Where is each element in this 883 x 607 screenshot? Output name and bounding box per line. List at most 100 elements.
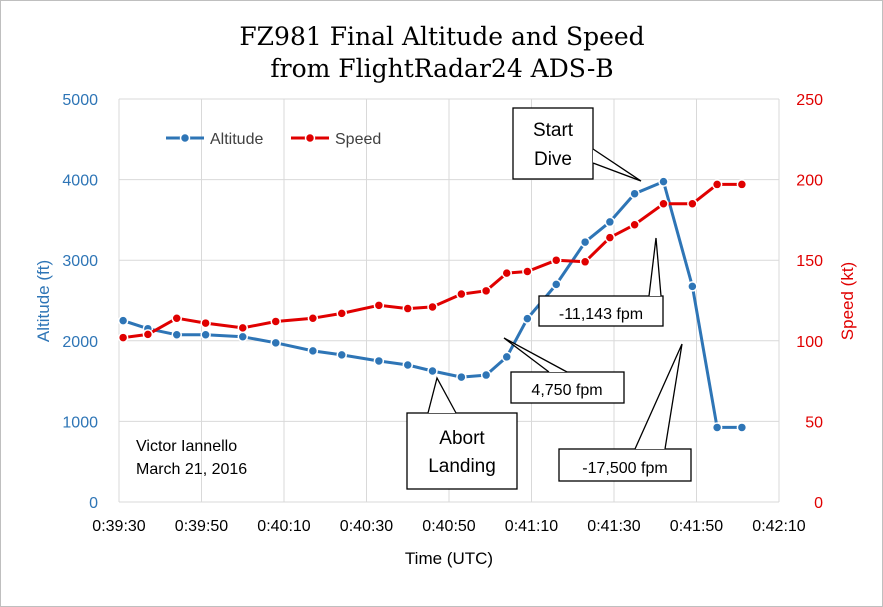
altitude-point bbox=[237, 331, 248, 343]
altitude-point bbox=[736, 422, 748, 433]
speed-point bbox=[270, 316, 281, 327]
speed-point bbox=[711, 179, 723, 190]
altitude-series bbox=[117, 176, 748, 433]
y-right-tick-label: 200 bbox=[796, 173, 823, 190]
altitude-point bbox=[270, 337, 281, 349]
start-dive-callout-box bbox=[512, 107, 594, 180]
altitude-point bbox=[336, 349, 347, 361]
speed-point bbox=[200, 317, 211, 329]
altitude-point bbox=[687, 281, 698, 292]
x-tick-label: 0:39:50 bbox=[175, 518, 228, 535]
y-right-tick-label: 150 bbox=[796, 253, 823, 270]
x-tick-label: 0:42:10 bbox=[752, 518, 805, 535]
speed-point bbox=[658, 198, 669, 210]
abort-landing-callout-text: Landing bbox=[428, 456, 496, 477]
speed-point bbox=[142, 329, 154, 340]
speed-point bbox=[501, 267, 512, 279]
x-tick-label: 0:40:10 bbox=[257, 518, 310, 535]
speed-point bbox=[307, 312, 319, 324]
y-left-tick-label: 1000 bbox=[62, 414, 98, 431]
climb-rate-callout-text: 4,750 fpm bbox=[531, 382, 602, 399]
dive-rate-callout-box bbox=[538, 295, 664, 327]
speed-point bbox=[373, 300, 385, 311]
speed-point bbox=[402, 303, 413, 314]
speed-point bbox=[522, 266, 533, 277]
final-dive-rate-callout-box bbox=[558, 448, 692, 482]
speed-point bbox=[171, 312, 182, 324]
altitude-point bbox=[711, 422, 723, 433]
x-tick-label: 0:41:50 bbox=[670, 518, 723, 535]
y-left-tick-label: 0 bbox=[89, 495, 98, 512]
speed-point bbox=[117, 332, 129, 343]
start-dive-callout: Start Dive bbox=[512, 107, 642, 182]
x-tick-label: 0:41:10 bbox=[505, 518, 558, 535]
altitude-point bbox=[200, 329, 211, 341]
speed-point bbox=[551, 254, 562, 266]
legend-altitude-label: Altitude bbox=[210, 131, 263, 148]
chart-title-line-2: from FlightRadar24 ADS-B bbox=[270, 54, 613, 83]
final-dive-rate-callout: -17,500 fpm bbox=[558, 343, 692, 482]
speed-point bbox=[480, 285, 492, 297]
x-tick-label: 0:40:50 bbox=[422, 518, 475, 535]
altitude-point bbox=[480, 369, 492, 381]
altitude-point bbox=[117, 315, 129, 326]
altitude-point bbox=[427, 365, 438, 377]
dive-rate-callout-tail-fill bbox=[649, 238, 661, 296]
y-left-tick-label: 4000 bbox=[62, 173, 98, 190]
y-left-axis-title: Altitude (ft) bbox=[34, 260, 53, 342]
speed-point bbox=[579, 256, 591, 268]
legend: Altitude Speed bbox=[166, 131, 381, 148]
final-dive-rate-callout-text: -17,500 fpm bbox=[582, 460, 667, 477]
climb-rate-callout-tail bbox=[503, 337, 568, 373]
altitude-point bbox=[604, 216, 616, 228]
altitude-point bbox=[171, 329, 182, 341]
legend-altitude-marker bbox=[179, 132, 191, 144]
speed-point bbox=[427, 301, 438, 313]
altitude-point bbox=[373, 355, 385, 367]
speed-point bbox=[687, 198, 698, 210]
start-dive-callout-tail bbox=[592, 148, 642, 182]
y-right-tick-label: 50 bbox=[805, 414, 823, 431]
speed-series bbox=[117, 179, 748, 343]
altitude-point bbox=[501, 351, 512, 363]
start-dive-callout-text: Dive bbox=[534, 149, 572, 170]
altitude-point bbox=[402, 359, 413, 371]
abort-landing-callout: Abort Landing bbox=[406, 376, 518, 490]
speed-point bbox=[237, 322, 248, 334]
author-note-line-2: March 21, 2016 bbox=[136, 461, 247, 478]
climb-rate-callout: 4,750 fpm bbox=[503, 337, 625, 404]
chart-title-line-1: FZ981 Final Altitude and Speed bbox=[239, 22, 644, 51]
y-left-tick-label: 5000 bbox=[62, 92, 98, 109]
abort-landing-callout-tail bbox=[427, 376, 457, 414]
y-left-tick-label: 2000 bbox=[62, 334, 98, 351]
y-right-tick-label: 100 bbox=[796, 334, 823, 351]
speed-point bbox=[629, 219, 640, 230]
dive-rate-callout-text: -11,143 fpm bbox=[559, 306, 643, 323]
legend-speed-marker bbox=[304, 132, 316, 144]
y-right-tick-label: 250 bbox=[796, 92, 823, 109]
climb-rate-callout-box bbox=[510, 371, 625, 404]
x-tick-label: 0:39:30 bbox=[92, 518, 145, 535]
altitude-point bbox=[629, 188, 640, 199]
altitude-point bbox=[551, 279, 562, 290]
altitude-point bbox=[307, 345, 319, 357]
x-axis-title: Time (UTC) bbox=[405, 549, 493, 568]
abort-landing-callout-text: Abort bbox=[439, 428, 485, 449]
dive-rate-callout-tail bbox=[648, 237, 662, 297]
altitude-point bbox=[579, 236, 591, 248]
speed-point bbox=[604, 232, 616, 243]
final-dive-rate-callout-tail bbox=[634, 343, 683, 450]
speed-point bbox=[736, 179, 748, 190]
author-note-line-1: Victor Iannello bbox=[136, 438, 237, 455]
x-tick-label: 0:41:30 bbox=[587, 518, 640, 535]
y-left-tick-label: 3000 bbox=[62, 253, 98, 270]
altitude-point bbox=[522, 313, 533, 324]
start-dive-callout-text: Start bbox=[533, 120, 574, 141]
abort-landing-callout-box bbox=[406, 412, 518, 490]
altitude-point bbox=[456, 371, 467, 383]
altitude-point bbox=[658, 176, 669, 187]
y-right-axis-title: Speed (kt) bbox=[838, 262, 857, 340]
speed-point bbox=[336, 308, 347, 319]
